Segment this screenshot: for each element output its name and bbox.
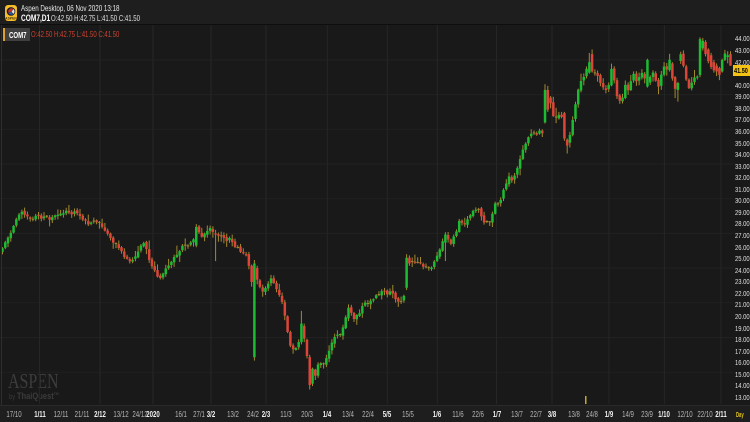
svg-text:ASPEN: ASPEN bbox=[5, 17, 17, 21]
